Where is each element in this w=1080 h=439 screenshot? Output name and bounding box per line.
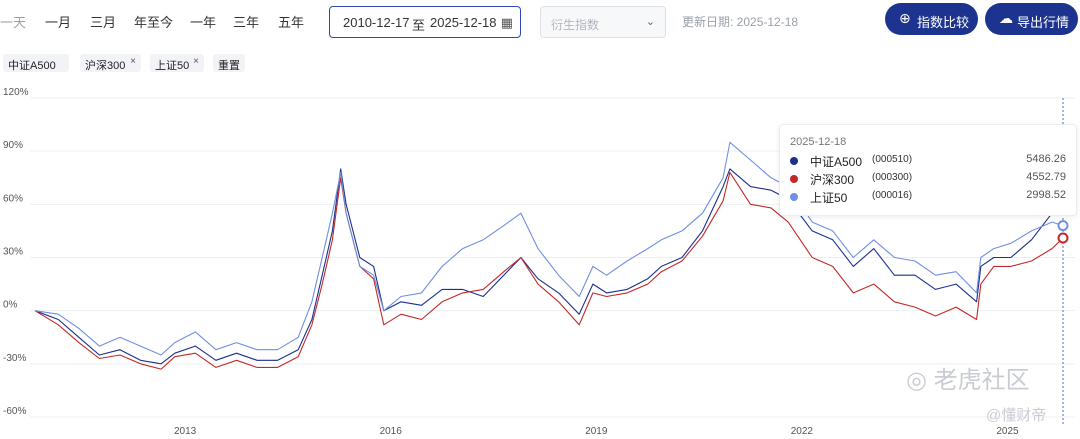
tooltip-row: 中证A500 (000510) 5486.26 — [790, 153, 1066, 169]
plus-circle-icon: ⊕ — [899, 10, 911, 26]
export-label: 导出行情 — [1017, 15, 1070, 30]
tooltip-series-code: (000300) — [872, 172, 913, 183]
x-tick-label: 2013 — [174, 426, 197, 437]
series-dot — [790, 175, 798, 183]
tooltip: 2025-12-18 中证A500 (000510) 5486.26 沪深300… — [779, 124, 1077, 216]
range-tab[interactable]: 一月 — [45, 15, 72, 30]
watermark-handle: @懂财帝 — [986, 407, 1047, 424]
close-icon[interactable]: × — [130, 56, 136, 67]
tooltip-series-name: 沪深300 — [810, 173, 855, 187]
y-tick-label: 60% — [3, 193, 23, 204]
range-tab[interactable]: 一天 — [0, 15, 27, 30]
series-line — [34, 168, 1064, 365]
watermark-logo: ◎ 老虎社区 — [906, 367, 1030, 394]
series-lines — [34, 141, 1064, 370]
tooltip-series-value: 2998.52 — [1026, 189, 1066, 201]
y-tick-label: 120% — [3, 87, 29, 98]
chip-csi300[interactable]: 沪深300 × — [80, 54, 141, 72]
tooltip-row: 沪深300 (000300) 4552.79 — [790, 171, 1066, 187]
range-tab[interactable]: 三年 — [233, 15, 260, 30]
range-tab[interactable]: 五年 — [278, 15, 305, 30]
date-end[interactable]: 2025-12-18 — [430, 15, 497, 30]
update-date: 更新日期: 2025-12-18 — [682, 15, 799, 29]
y-tick-label: -30% — [3, 353, 26, 364]
y-tick-label: 90% — [3, 140, 23, 151]
series-dot — [790, 157, 798, 165]
y-axis-labels: 120% 90% 60% 30% 0% -30% -60% — [3, 87, 29, 417]
range-tab[interactable]: 年至今 — [134, 15, 174, 30]
date-start[interactable]: 2010-12-17 — [343, 15, 410, 30]
x-tick-label: 2016 — [380, 426, 403, 437]
reset-label: 重置 — [218, 60, 240, 72]
tooltip-series-name: 上证50 — [810, 191, 848, 205]
x-axis-labels: 2013 2016 2019 2022 2025 — [174, 426, 1019, 437]
y-tick-label: 30% — [3, 247, 23, 258]
date-range-picker[interactable]: 2010-12-17 至 2025-12-18 ▦ — [329, 6, 521, 38]
tooltip-series-code: (000510) — [872, 154, 913, 165]
x-tick-label: 2022 — [791, 426, 814, 437]
date-separator: 至 — [412, 18, 426, 33]
chip-label: 沪深300 — [85, 60, 126, 72]
reset-button[interactable]: 重置 — [213, 54, 245, 72]
series-line — [34, 171, 1064, 370]
endpoint-marker — [1057, 232, 1069, 244]
tooltip-series-value: 4552.79 — [1026, 171, 1066, 183]
series-line — [34, 141, 1064, 356]
tooltip-row: 上证50 (000016) 2998.52 — [790, 189, 1066, 205]
chevron-down-icon: ⌄ — [645, 16, 655, 28]
x-tick-label: 2019 — [585, 426, 608, 437]
derived-index-placeholder: 衍生指数 — [551, 18, 600, 32]
tooltip-series-code: (000016) — [872, 190, 913, 201]
derived-index-select[interactable]: 衍生指数 ⌄ — [540, 6, 666, 38]
endpoint-marker — [1057, 220, 1069, 232]
y-tick-label: -60% — [3, 406, 26, 417]
tooltip-date: 2025-12-18 — [790, 136, 847, 148]
range-tab[interactable]: 一年 — [190, 15, 217, 30]
y-tick-label: 0% — [3, 300, 18, 311]
watermark-text: 老虎社区 — [933, 367, 1030, 394]
chip-csi-a500[interactable]: 中证A500 — [3, 54, 69, 72]
toolbar: 一天 一月 三月 年至今 一年 三年 五年 2010-12-17 至 2025-12-18 … — [0, 0, 1080, 44]
series-dot — [790, 193, 798, 201]
calendar-icon[interactable]: ▦ — [500, 15, 513, 30]
tooltip-series-value: 5486.26 — [1026, 153, 1066, 165]
chip-label: 上证50 — [155, 60, 190, 72]
close-icon[interactable]: × — [193, 56, 199, 67]
index-compare-button[interactable]: ⊕ 指数比较 — [885, 3, 978, 35]
x-tick-label: 2025 — [996, 426, 1019, 437]
export-button[interactable]: ☁ 导出行情 — [985, 3, 1078, 35]
range-tab[interactable]: 三月 — [90, 15, 117, 30]
cloud-download-icon: ☁ — [999, 10, 1013, 26]
chip-label: 中证A500 — [8, 60, 56, 72]
index-compare-label: 指数比较 — [917, 15, 970, 30]
chip-sse50[interactable]: 上证50 × — [150, 54, 204, 72]
tooltip-series-name: 中证A500 — [810, 155, 863, 169]
